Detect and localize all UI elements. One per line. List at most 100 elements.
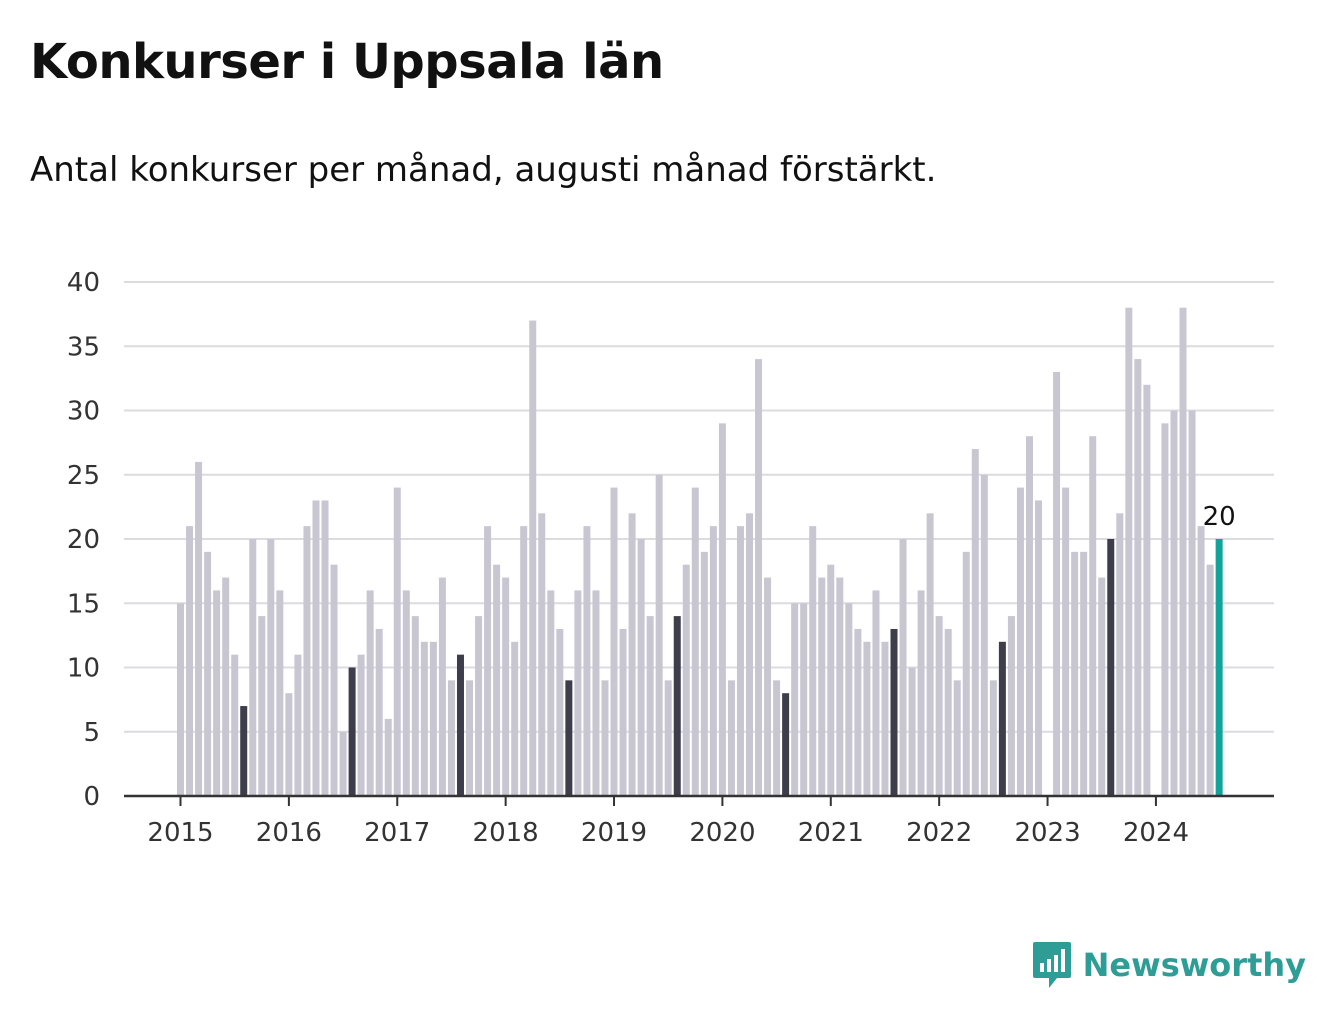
- y-tick-label: 40: [67, 268, 100, 298]
- chart-title: Konkurser i Uppsala län: [30, 34, 664, 90]
- bar: [574, 590, 582, 796]
- bar: [908, 667, 916, 796]
- bar: [890, 628, 898, 796]
- bar: [502, 577, 510, 796]
- data-label-latest: 20: [1203, 502, 1236, 532]
- bar: [484, 526, 492, 796]
- bar: [1016, 487, 1024, 796]
- bar: [727, 680, 735, 796]
- y-tick-label: 25: [67, 461, 100, 491]
- bar: [764, 577, 772, 796]
- bar: [520, 526, 528, 796]
- bar: [971, 449, 979, 796]
- bar-chart-speech-icon: [1032, 942, 1071, 988]
- bar: [800, 603, 808, 796]
- bar: [393, 487, 401, 796]
- x-tick-label: 2023: [1014, 818, 1080, 848]
- bar: [1134, 359, 1142, 796]
- bar: [493, 564, 501, 796]
- bar: [186, 526, 194, 796]
- bar: [565, 680, 573, 796]
- bar: [366, 590, 374, 796]
- bar: [195, 461, 203, 796]
- bar: [664, 680, 672, 796]
- bar: [1007, 616, 1015, 796]
- bar: [177, 603, 184, 796]
- bar: [384, 718, 392, 796]
- bar: [782, 693, 790, 796]
- bar: [267, 539, 275, 796]
- bar: [1080, 551, 1088, 796]
- bar: [411, 616, 419, 796]
- bar: [899, 539, 907, 796]
- bar: [1170, 410, 1178, 796]
- brand-name: Newsworthy: [1082, 946, 1306, 984]
- bar-chart: 0 5 10 15 20 25 30 35 40 20 2015 2016 2017 2018 2019 20…: [67, 268, 1274, 848]
- bar: [601, 680, 609, 796]
- bar: [456, 654, 464, 796]
- y-tick-label: 5: [83, 718, 100, 748]
- bar: [556, 628, 564, 796]
- bar: [285, 693, 293, 796]
- bar: [655, 474, 663, 796]
- bar: [755, 359, 763, 796]
- bar: [745, 513, 753, 796]
- bar: [438, 577, 446, 796]
- bar: [917, 590, 925, 796]
- bar: [1107, 539, 1115, 796]
- y-tick-label: 0: [83, 782, 100, 812]
- bar: [673, 616, 681, 796]
- y-tick-label: 15: [67, 589, 100, 619]
- x-tick-label: 2022: [906, 818, 972, 848]
- bar: [529, 320, 537, 796]
- bar: [1053, 371, 1061, 796]
- bar: [953, 680, 961, 796]
- y-tick-label: 30: [67, 397, 100, 427]
- x-tick-label: 2016: [256, 818, 322, 848]
- bar: [827, 564, 835, 796]
- bar: [538, 513, 546, 796]
- bar: [583, 526, 591, 796]
- bar: [872, 590, 880, 796]
- bar: [962, 551, 970, 796]
- bar: [1025, 436, 1033, 796]
- bar: [375, 628, 383, 796]
- bar: [303, 526, 311, 796]
- bar: [718, 423, 726, 796]
- bar: [321, 500, 329, 796]
- bar: [276, 590, 284, 796]
- x-tick-label: 2017: [364, 818, 430, 848]
- y-tick-label: 10: [67, 654, 100, 684]
- y-tick-label: 35: [67, 332, 100, 362]
- bar: [213, 590, 221, 796]
- bar: [447, 680, 455, 796]
- bar: [998, 641, 1006, 796]
- bar: [547, 590, 555, 796]
- x-tick-label: 2024: [1123, 818, 1189, 848]
- bar: [204, 551, 212, 796]
- bar: [1089, 436, 1097, 796]
- bar: [466, 680, 474, 796]
- bar: [700, 551, 708, 796]
- bar: [511, 641, 519, 796]
- bar: [836, 577, 844, 796]
- newsworthy-logo: Newsworthy: [1031, 940, 1306, 990]
- bar: [429, 641, 437, 796]
- bar: [863, 641, 871, 796]
- bar: [592, 590, 600, 796]
- bar: [258, 616, 266, 796]
- bar: [231, 654, 239, 796]
- bar: [845, 603, 853, 796]
- bar: [610, 487, 618, 796]
- bar: [637, 539, 645, 796]
- bar: [475, 616, 483, 796]
- x-tick-label: 2019: [581, 818, 647, 848]
- bar: [944, 628, 952, 796]
- bar: [1062, 487, 1070, 796]
- bar: [773, 680, 781, 796]
- bar: [357, 654, 365, 796]
- bar: [1035, 500, 1043, 796]
- x-tick-label: 2021: [798, 818, 864, 848]
- bar: [791, 603, 799, 796]
- y-tick-label: 20: [67, 525, 100, 555]
